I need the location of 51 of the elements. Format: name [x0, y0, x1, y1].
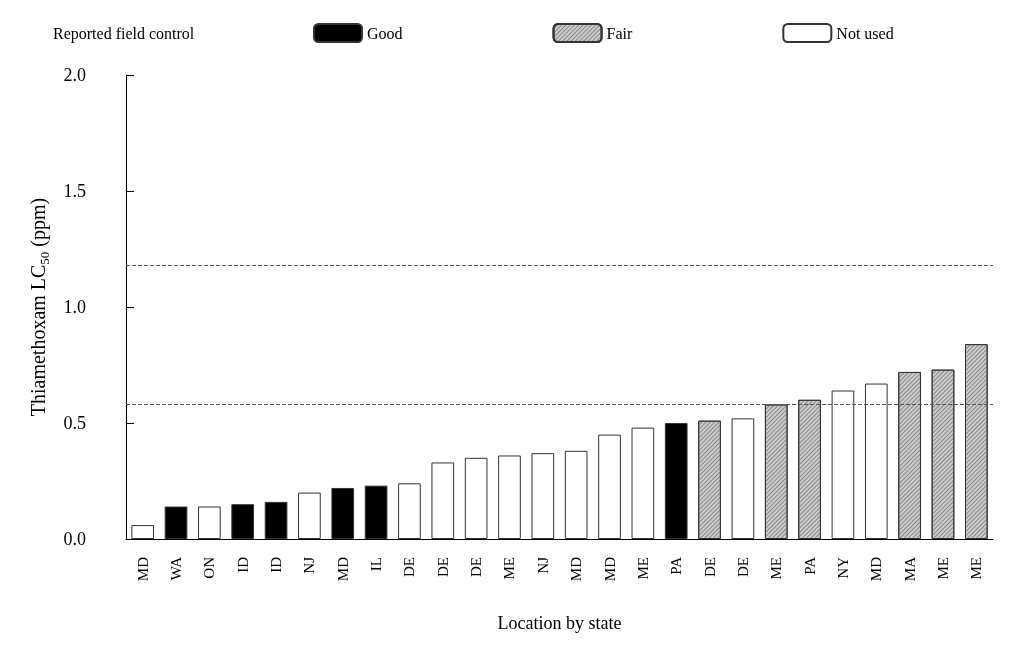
x-tick-label: DE: [434, 557, 451, 577]
legend-label: Good: [367, 24, 403, 42]
legend-title: Reported field control: [53, 24, 195, 43]
x-tick-label: NY: [834, 556, 851, 579]
x-tick-label: PA: [668, 556, 685, 575]
bar: [864, 383, 888, 539]
x-tick-label: NJ: [301, 556, 318, 574]
x-axis-title: Location by state: [497, 613, 622, 633]
bar: [398, 483, 421, 539]
y-tick-label: 1.0: [63, 297, 86, 317]
bar: [498, 455, 521, 539]
x-tick-label: DE: [734, 557, 751, 577]
x-tick-label: ME: [501, 557, 518, 580]
x-tick-label: ON: [201, 556, 218, 579]
bar: [831, 390, 855, 539]
x-tick-label: ME: [968, 557, 985, 580]
x-tick-label: NJ: [534, 556, 551, 574]
x-tick-label: DE: [701, 557, 718, 577]
x-tick-label: ID: [234, 556, 251, 573]
x-tick-label: WA: [168, 556, 185, 581]
y-tick-label: 0.0: [63, 529, 86, 549]
bar: [198, 506, 221, 539]
x-tick-label: MD: [601, 556, 618, 582]
y-tick-label: 2.0: [63, 65, 86, 85]
x-tick-label: ME: [634, 557, 651, 580]
bar: [531, 453, 555, 539]
bar: [298, 492, 321, 539]
bar: [731, 418, 755, 539]
x-tick-label: MD: [868, 556, 885, 582]
x-tick-label: MA: [901, 556, 918, 582]
x-tick-label: ME: [934, 557, 951, 580]
bar: [598, 434, 621, 539]
legend-label: Fair: [606, 24, 633, 42]
x-tick-label: ME: [768, 557, 785, 580]
x-tick-label: MD: [134, 556, 151, 582]
y-axis-title: Thiamethoxam LC50 (ppm): [26, 197, 52, 417]
x-tick-label: IL: [368, 557, 385, 572]
x-tick-label: PA: [801, 556, 818, 575]
bar: [464, 457, 488, 539]
x-tick-label: MD: [334, 556, 351, 582]
bar: [564, 450, 588, 539]
bar: [431, 462, 455, 539]
x-tick-label: DE: [401, 557, 418, 577]
bar: [131, 525, 155, 539]
x-tick-label: ID: [268, 556, 285, 573]
y-tick-label: 0.5: [63, 413, 86, 433]
legend-label: Not used: [836, 24, 894, 42]
x-tick-label: DE: [468, 557, 485, 577]
bar: [631, 427, 655, 539]
y-tick-label: 1.5: [63, 181, 86, 201]
x-tick-label: MD: [568, 556, 585, 582]
